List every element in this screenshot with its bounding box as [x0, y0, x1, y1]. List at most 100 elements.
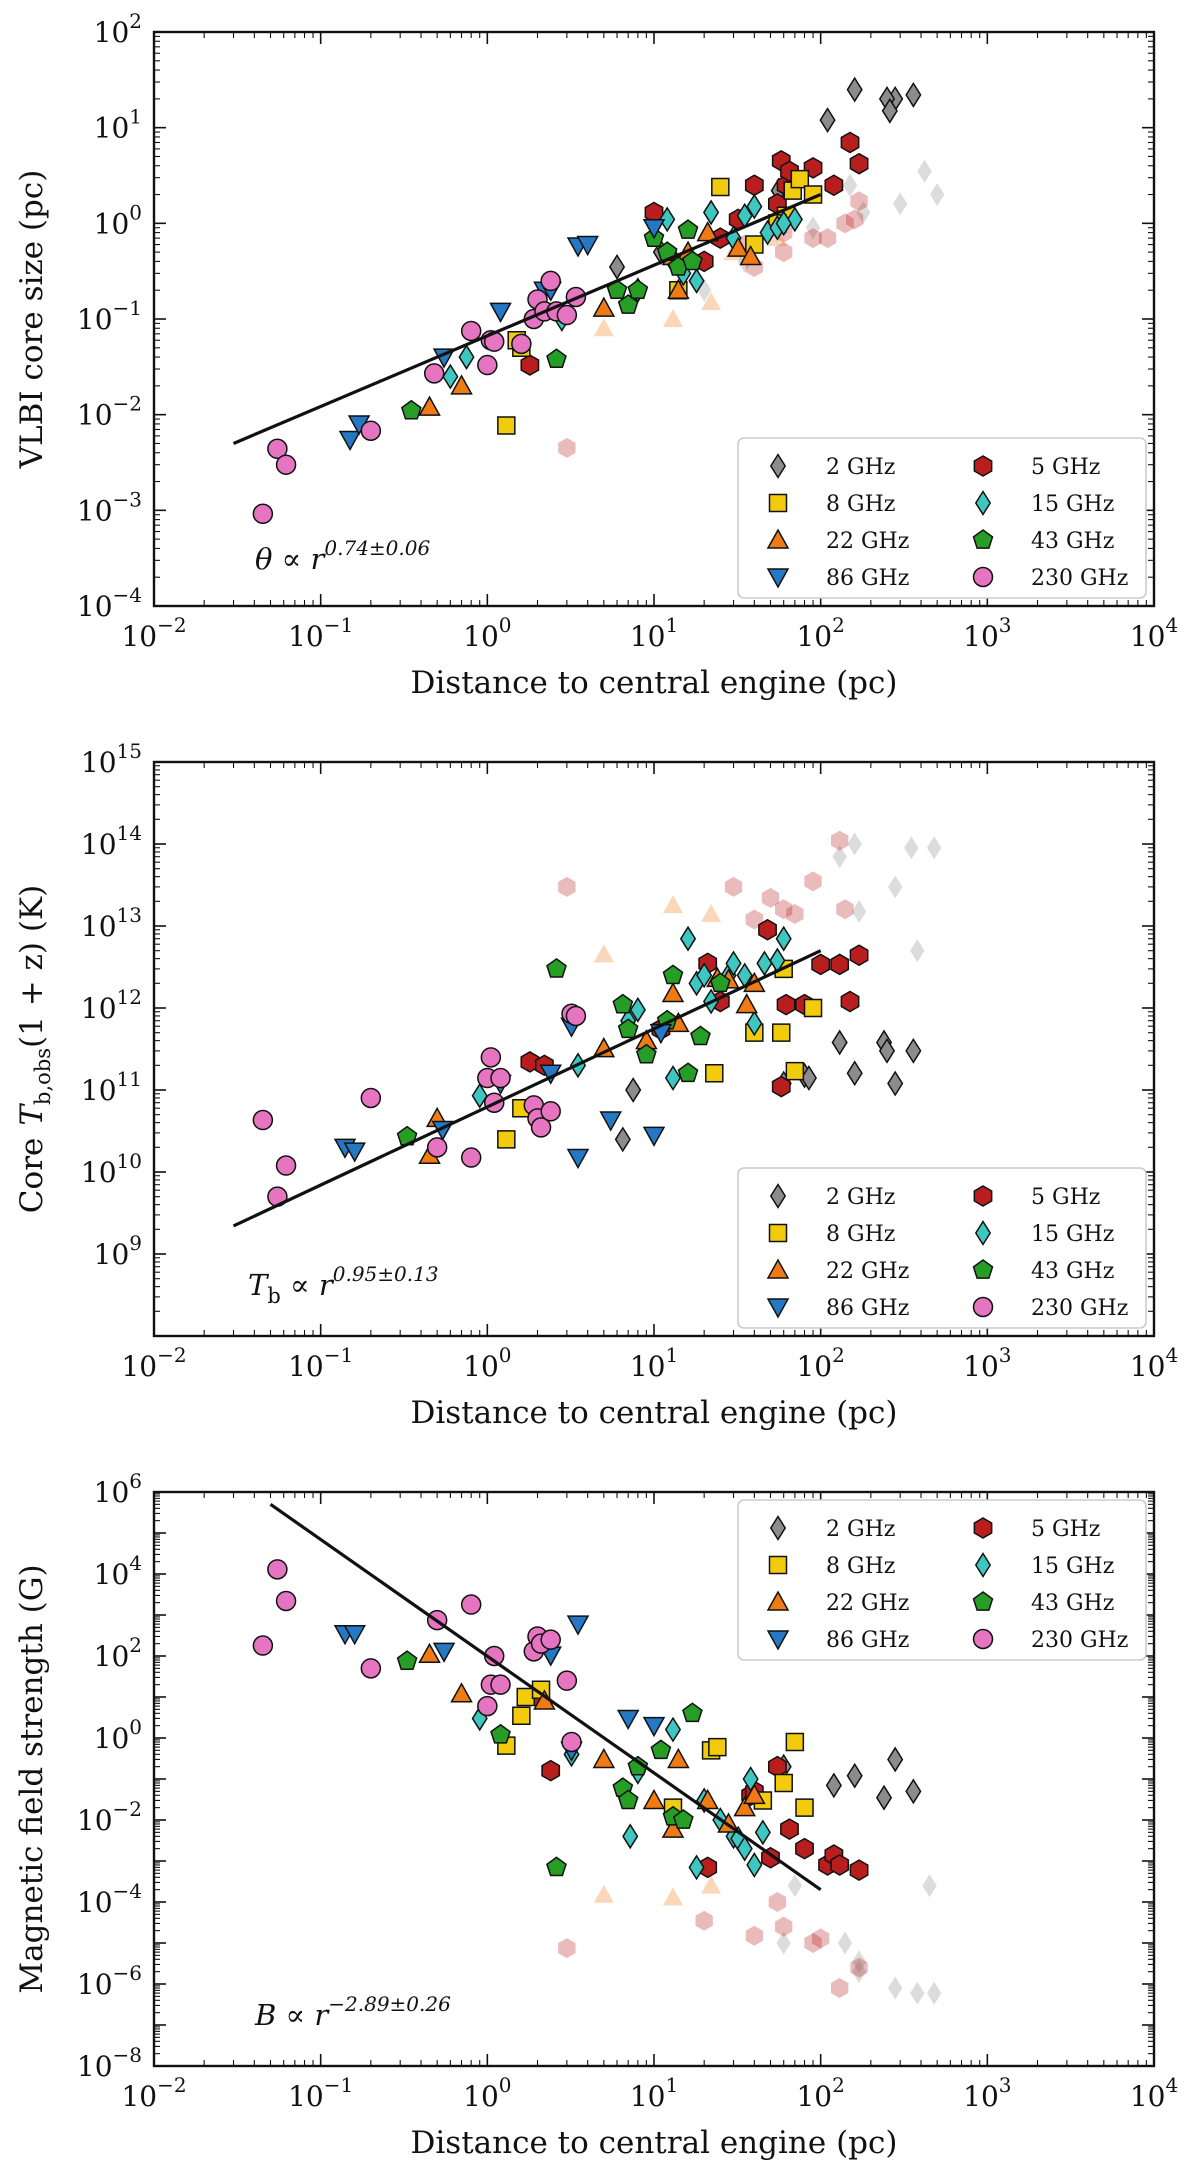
- x-tick-label: 100: [463, 1343, 511, 1383]
- legend-label: 8 GHz: [826, 1554, 895, 1579]
- legend-label: 230 GHz: [1031, 1628, 1128, 1653]
- data-point-43ghz: [546, 348, 567, 369]
- data-point-230ghz: [490, 1674, 511, 1695]
- data-point-230ghz: [540, 1101, 561, 1122]
- y-tick-label: 100: [94, 1715, 142, 1755]
- data-point-86ghz: [338, 430, 362, 452]
- x-tick-label: 101: [630, 2073, 678, 2113]
- y-tick-label: 104: [94, 1551, 142, 1591]
- y-tick-label: 101: [94, 105, 142, 145]
- data-point-5ghz: [776, 993, 796, 1016]
- data-point-230ghz: [423, 363, 445, 384]
- data-point-230ghz: [426, 1137, 448, 1158]
- faded-point-5ghz: [831, 830, 849, 851]
- data-point-43ghz: [546, 1856, 567, 1877]
- data-point-5ghz: [520, 1051, 540, 1073]
- faded-point-22ghz: [701, 1875, 722, 1894]
- y-tick-label: 10−3: [77, 487, 142, 527]
- faded-point-5ghz: [850, 1957, 868, 1978]
- y-tick-label: 10−8: [77, 2043, 142, 2083]
- y-tick-label: 10−1: [77, 296, 142, 336]
- data-point-15ghz: [629, 996, 646, 1023]
- data-point-2ghz: [846, 76, 863, 103]
- data-point-86ghz: [432, 1642, 456, 1663]
- data-point-15ghz: [622, 1823, 639, 1850]
- data-point-43ghz: [690, 1025, 711, 1046]
- legend-3: 2 GHz 5 GHz 8 GHz 15 GHz 22 GHz 43 GHz 86 GHz 2…: [737, 1499, 1147, 1661]
- data-point-43ghz: [617, 1018, 639, 1039]
- x-tick-label: 104: [1130, 1343, 1178, 1383]
- fit-annotation-2-exp: 0.95±0.13: [333, 1262, 439, 1286]
- ticks-1: 10−2 10−1 100 101 102 103 104 10−4 10−3 10−2 10−1 1…: [77, 9, 1178, 653]
- legend-label: 2 GHz: [826, 1185, 895, 1210]
- panel-magnetic-field: 10−2 10−1 100 101 102 103 104 10−8 10−6 10−4 10−2 1…: [14, 1469, 1178, 2161]
- data-point-8ghz: [708, 1737, 727, 1757]
- x-tick-label: 101: [630, 613, 678, 653]
- y-tick-label: 1011: [81, 1067, 142, 1107]
- data-point-22ghz: [726, 236, 750, 257]
- data-point-230ghz: [267, 1559, 288, 1580]
- fit-annotation-1: θ ∝ r0.74±0.06: [255, 536, 430, 576]
- data-point-230ghz: [252, 503, 274, 525]
- data-point-43ghz: [662, 964, 684, 985]
- y-tick-label: 106: [94, 1469, 142, 1509]
- faded-point-2ghz: [856, 200, 871, 224]
- data-point-230ghz: [267, 438, 288, 460]
- data-point-230ghz: [540, 1629, 561, 1650]
- fit-annotation-1-exp: 0.74±0.06: [324, 536, 430, 560]
- legend-label: 8 GHz: [826, 1222, 895, 1247]
- data-point-43ghz: [672, 1809, 694, 1829]
- data-point-230ghz: [275, 1155, 297, 1176]
- faded-point-22ghz: [593, 944, 614, 963]
- data-point-2ghz: [825, 1772, 842, 1799]
- data-point-43ghz: [490, 1723, 511, 1744]
- legend-marker-2ghz: [769, 1183, 787, 1209]
- data-point-5ghz: [840, 990, 860, 1013]
- data-point-2ghz: [905, 1778, 922, 1805]
- data-point-22ghz: [418, 1642, 441, 1664]
- data-point-15ghz: [786, 206, 803, 233]
- data-point-5ghz: [830, 953, 850, 976]
- legend-label: 2 GHz: [826, 455, 895, 480]
- x-tick-label: 10−1: [288, 613, 353, 653]
- y-tick-label: 102: [94, 9, 142, 49]
- ticks-3: 10−2 10−1 100 101 102 103 104 10−8 10−6 10−4 10−2 1…: [77, 1469, 1178, 2113]
- legend-marker-15ghz: [974, 490, 992, 516]
- data-point-15ghz: [746, 193, 763, 220]
- data-point-86ghz: [642, 218, 666, 240]
- legend-marker-2ghz: [769, 453, 787, 479]
- panel-core-size: 10−2 10−1 100 101 102 103 104 10−4 10−3 10−2 10−1 1…: [14, 9, 1178, 701]
- legend-marker-2ghz: [769, 1515, 787, 1541]
- data-point-22ghz: [642, 1788, 666, 1810]
- data-point-8ghz: [790, 169, 810, 189]
- data-point-5ghz: [541, 1759, 561, 1782]
- y-axis-label-2-suffix: (1 + z) (K): [14, 885, 50, 1048]
- legend-label: 230 GHz: [1031, 566, 1128, 591]
- legend-label: 8 GHz: [826, 492, 895, 517]
- data-point-15ghz: [754, 1819, 771, 1846]
- data-point-230ghz: [540, 270, 561, 292]
- faded-point-2ghz: [805, 216, 821, 240]
- data-point-86ghz: [566, 1615, 590, 1636]
- data-point-230ghz: [556, 1670, 578, 1691]
- data-point-230ghz: [511, 333, 532, 355]
- data-point-2ghz: [800, 1065, 817, 1091]
- data-point-8ghz: [497, 416, 516, 435]
- faded-point-22ghz: [662, 1887, 683, 1906]
- y-tick-label: 10−2: [77, 1797, 142, 1837]
- data-point-86ghz: [642, 1126, 666, 1147]
- data-point-22ghz: [592, 1747, 616, 1769]
- faded-point-5ghz: [745, 1925, 763, 1946]
- data-point-230ghz: [460, 320, 482, 342]
- data-point-43ghz: [627, 279, 649, 300]
- x-tick-label: 104: [1130, 2073, 1178, 2113]
- legend-label: 86 GHz: [826, 566, 909, 591]
- data-point-15ghz: [688, 268, 705, 294]
- data-point-22ghz: [667, 278, 690, 299]
- faded-point-2ghz: [847, 832, 862, 856]
- data-point-43ghz: [709, 972, 731, 993]
- data-point-230ghz: [252, 1109, 274, 1131]
- data-point-43ghz: [650, 1739, 672, 1760]
- y-axis-label-2-prefix: Core: [14, 1138, 50, 1214]
